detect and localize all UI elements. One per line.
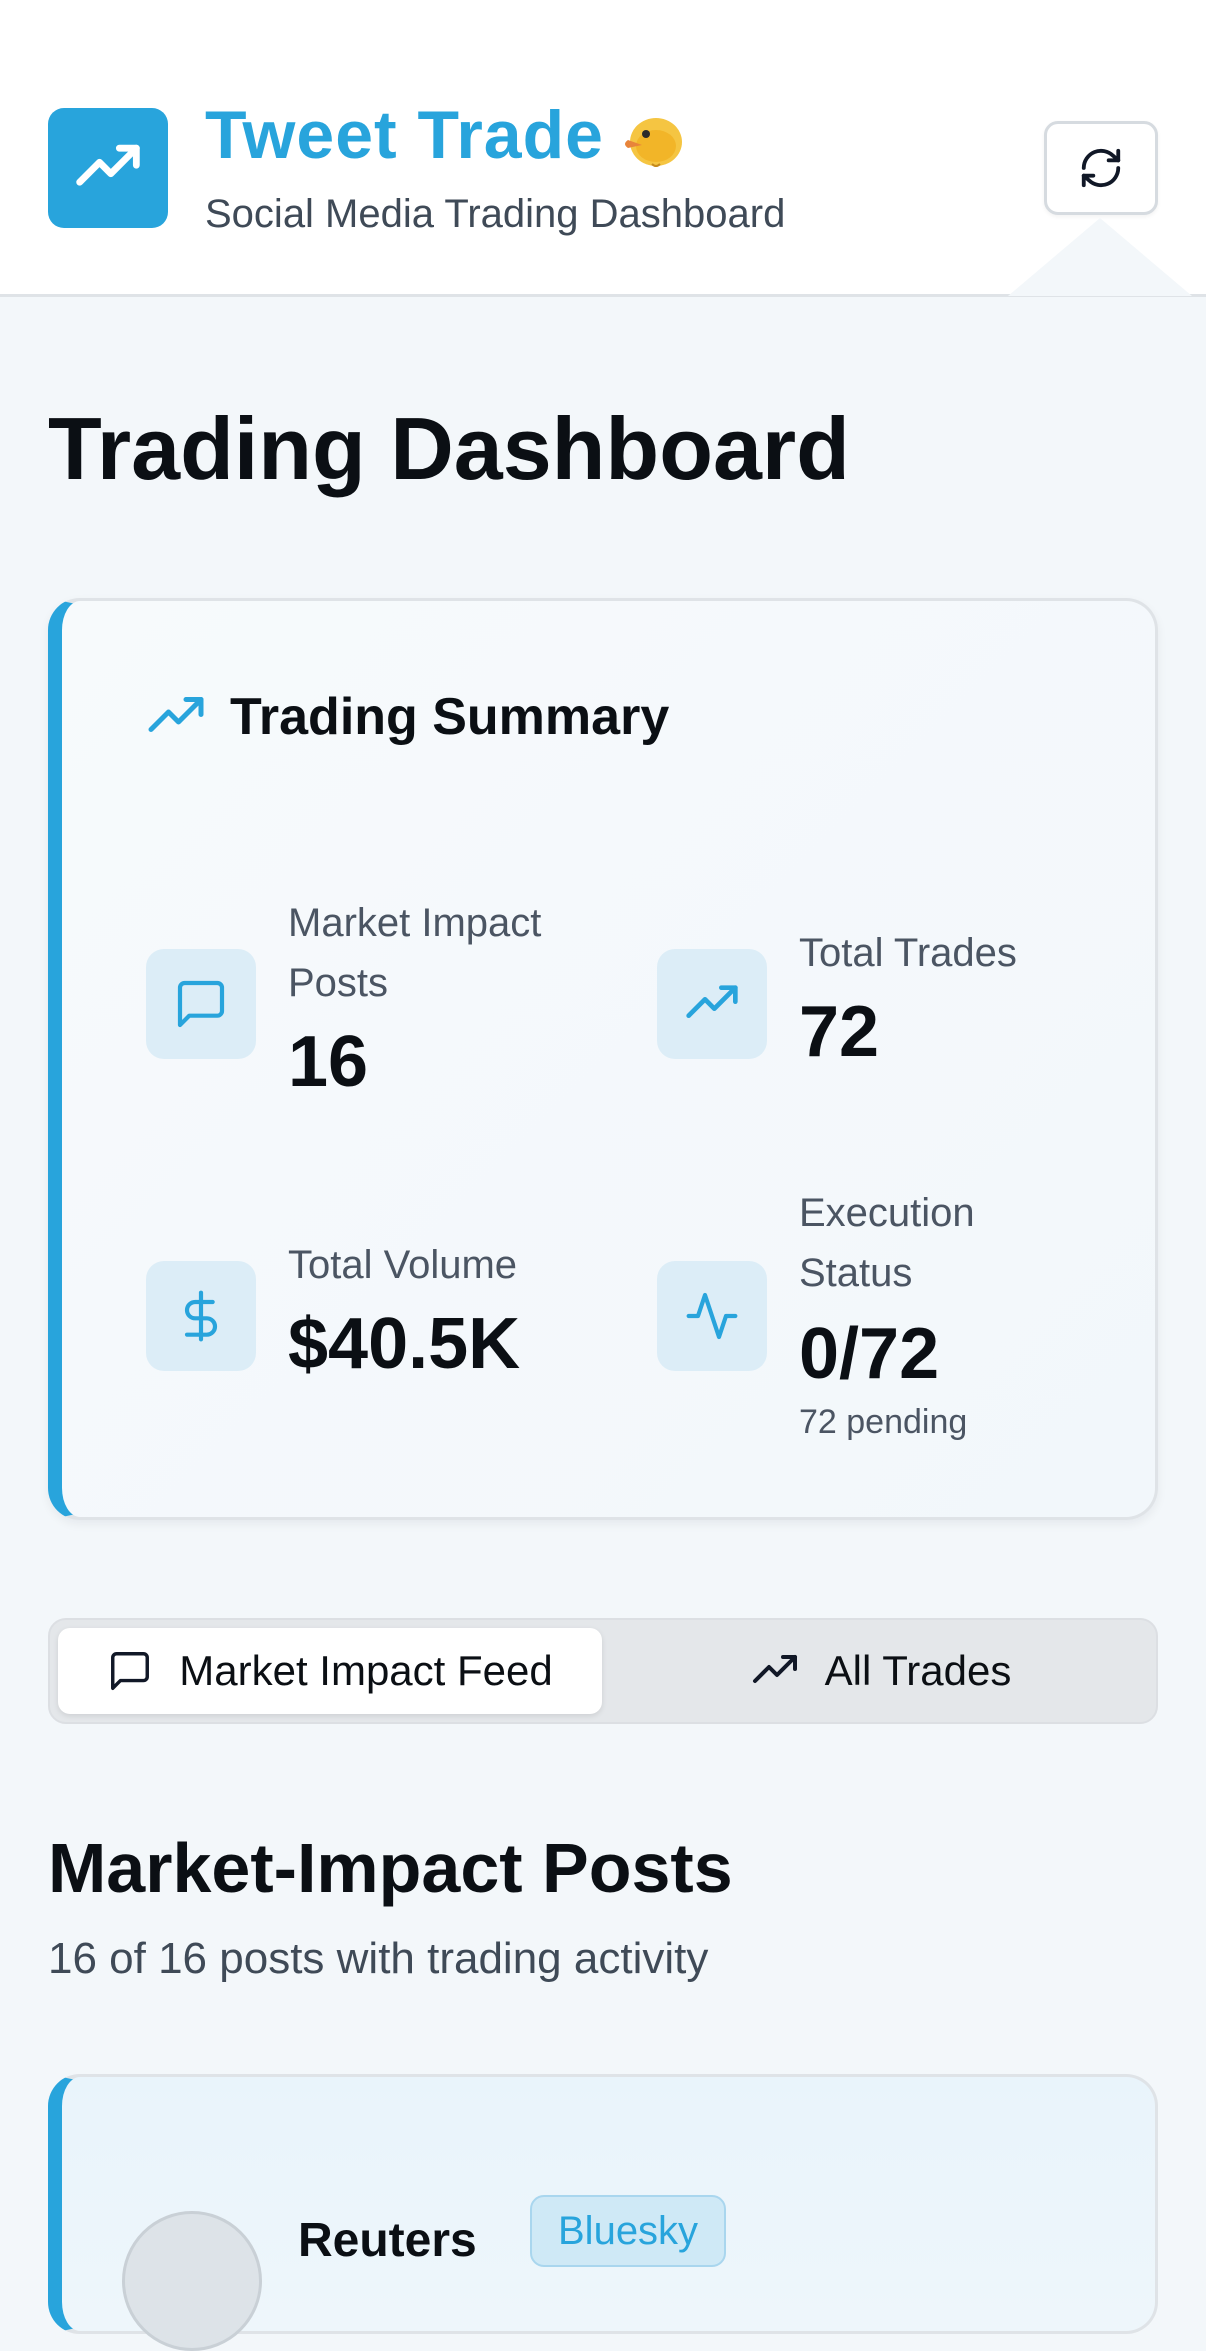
trading-summary-card: Trading Summary Market Impact Posts 16 T… bbox=[48, 598, 1158, 1520]
stat-label: Execution Status bbox=[799, 1191, 975, 1295]
trending-up-icon bbox=[76, 144, 140, 186]
stat-label: Total Volume bbox=[288, 1243, 518, 1287]
view-tabs: Market Impact Feed All Trades bbox=[48, 1618, 1158, 1724]
refresh-icon bbox=[1081, 148, 1121, 188]
activity-icon bbox=[686, 1292, 738, 1340]
message-square-icon bbox=[177, 980, 225, 1028]
dollar-icon bbox=[184, 1290, 218, 1342]
stat-value: $40.5K bbox=[288, 1304, 521, 1384]
tab-all-trades[interactable]: All Trades bbox=[610, 1628, 1152, 1714]
section-subtitle: 16 of 16 posts with trading activity bbox=[48, 1934, 709, 1983]
tab-label: Market Impact Feed bbox=[179, 1647, 553, 1694]
tab-market-impact-feed[interactable]: Market Impact Feed bbox=[58, 1628, 602, 1714]
app-title: Tweet Trade bbox=[205, 97, 604, 173]
stat-icon-box bbox=[146, 949, 256, 1059]
section-title: Market-Impact Posts bbox=[48, 1829, 733, 1907]
message-square-icon bbox=[107, 1648, 153, 1694]
trending-up-icon bbox=[686, 985, 738, 1018]
app-logo bbox=[48, 108, 168, 228]
app-header: Tweet Trade Social Media Trading Dashboa… bbox=[0, 0, 1206, 297]
stat-value: 72 bbox=[799, 992, 880, 1072]
trending-up-icon bbox=[751, 1647, 799, 1695]
duck-emoji-icon bbox=[622, 106, 688, 168]
stat-icon-box bbox=[146, 1261, 256, 1371]
stat-value: 16 bbox=[288, 1022, 369, 1102]
platform-badge: Bluesky bbox=[530, 2195, 727, 2267]
stat-icon-box bbox=[657, 949, 767, 1059]
stat-label: Total Trades bbox=[799, 931, 1017, 975]
trending-up-icon bbox=[148, 697, 204, 732]
stat-value: 0/72 bbox=[799, 1314, 940, 1394]
stat-label: Market Impact Posts bbox=[288, 901, 542, 1005]
post-author: Reuters bbox=[298, 2214, 477, 2267]
tab-label: All Trades bbox=[824, 1647, 1012, 1694]
app-title-row: Tweet Trade bbox=[205, 96, 688, 174]
avatar bbox=[122, 2211, 262, 2351]
app-subtitle: Social Media Trading Dashboard bbox=[205, 192, 786, 236]
stat-pending-note: 72 pending bbox=[799, 1403, 968, 1441]
refresh-button[interactable] bbox=[1044, 121, 1158, 215]
trading-summary-title: Trading Summary bbox=[230, 688, 670, 746]
trading-summary-header: Trading Summary bbox=[146, 687, 669, 747]
page-title: Trading Dashboard bbox=[48, 399, 850, 498]
header-decoration bbox=[1008, 218, 1192, 296]
post-card[interactable]: Reuters Bluesky bbox=[48, 2074, 1158, 2351]
stat-icon-box bbox=[657, 1261, 767, 1371]
